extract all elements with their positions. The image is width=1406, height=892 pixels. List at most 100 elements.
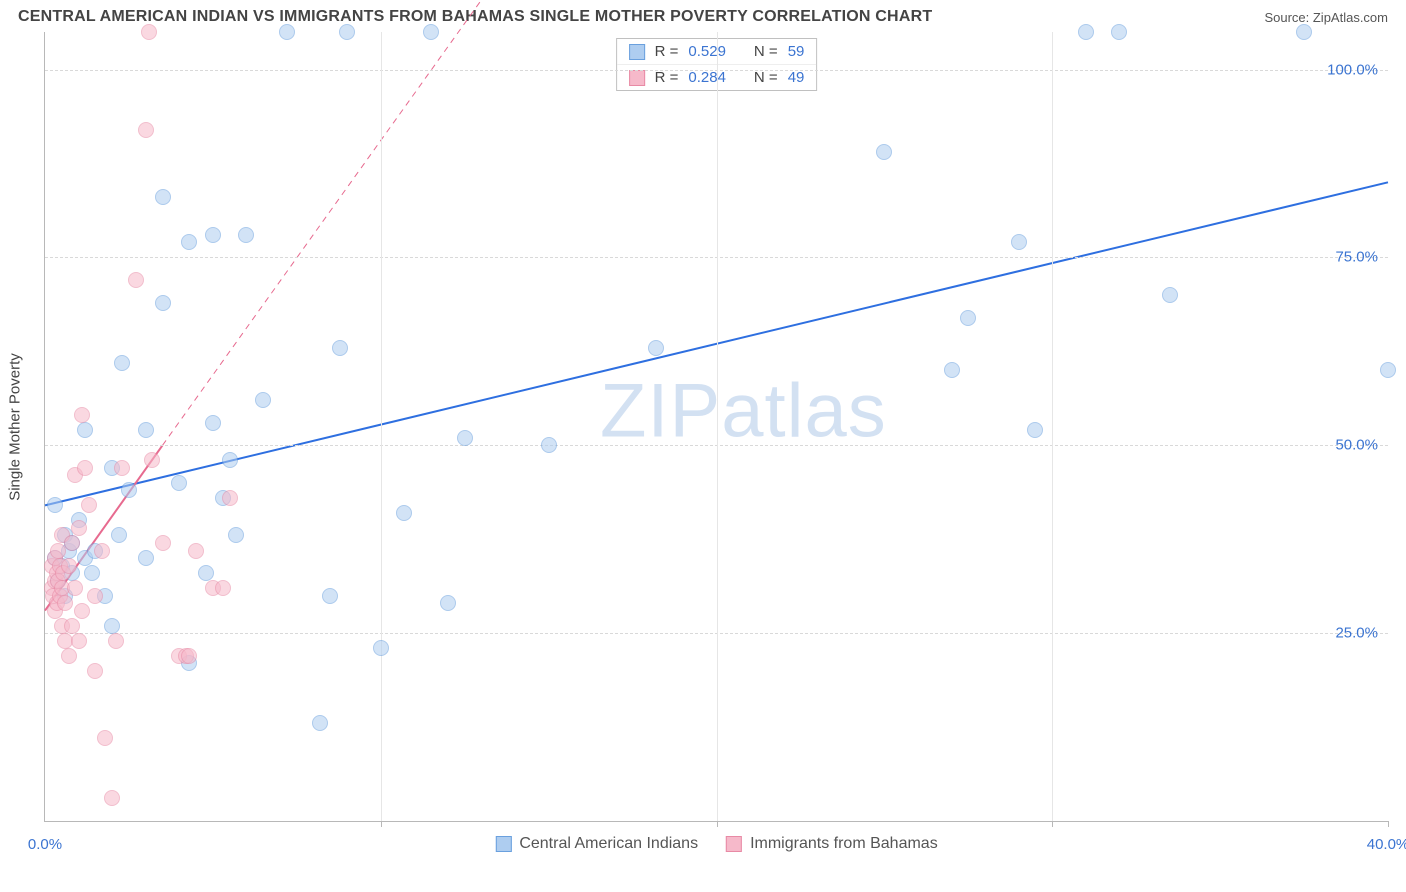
scatter-point [87,663,103,679]
legend-swatch [495,836,511,852]
r-value: 0.284 [688,69,726,86]
gridline-v [1052,32,1053,821]
scatter-point [114,460,130,476]
legend-swatch [629,70,645,86]
scatter-point [84,565,100,581]
scatter-point [64,618,80,634]
scatter-point [111,527,127,543]
scatter-point [312,715,328,731]
chart-header: CENTRAL AMERICAN INDIAN VS IMMIGRANTS FR… [0,0,1406,30]
scatter-point [440,595,456,611]
scatter-point [155,535,171,551]
scatter-point [128,272,144,288]
scatter-point [61,648,77,664]
scatter-point [61,558,77,574]
scatter-point [67,580,83,596]
n-value: 49 [788,69,805,86]
scatter-point [104,618,120,634]
scatter-point [205,227,221,243]
scatter-point [87,588,103,604]
scatter-point [1296,24,1312,40]
gridline-v [717,32,718,821]
scatter-point [181,234,197,250]
source-name: ZipAtlas.com [1313,10,1388,25]
scatter-point [138,122,154,138]
r-label: R = [655,43,679,60]
x-tick-label: 0.0% [28,836,62,853]
y-tick-label: 100.0% [1327,61,1378,78]
scatter-point [71,520,87,536]
y-tick-label: 75.0% [1335,249,1378,266]
x-tick-mark [1388,821,1389,827]
y-axis-label: Single Mother Poverty [7,353,24,501]
n-label: N = [754,43,778,60]
scatter-point [1078,24,1094,40]
scatter-point [541,437,557,453]
source-attribution: Source: ZipAtlas.com [1264,10,1388,25]
plot-area: ZIPatlas R =0.529N =59R =0.284N =49 25.0… [45,32,1388,821]
scatter-point [238,227,254,243]
scatter-point [423,24,439,40]
trend-line-extension [163,0,583,445]
scatter-point [332,340,348,356]
scatter-point [215,580,231,596]
scatter-point [121,482,137,498]
scatter-point [171,475,187,491]
scatter-point [141,24,157,40]
scatter-point [155,295,171,311]
scatter-point [138,550,154,566]
y-tick-label: 25.0% [1335,625,1378,642]
scatter-point [47,497,63,513]
series-legend-item: Central American Indians [495,835,698,853]
scatter-point [198,565,214,581]
chart-area: Single Mother Poverty ZIPatlas R =0.529N… [44,32,1388,822]
r-label: R = [655,69,679,86]
scatter-point [74,407,90,423]
scatter-point [57,595,73,611]
scatter-point [228,527,244,543]
scatter-point [1011,234,1027,250]
scatter-point [181,648,197,664]
n-label: N = [754,69,778,86]
scatter-point [104,790,120,806]
x-tick-mark [1052,821,1053,827]
legend-swatch [726,836,742,852]
scatter-point [1111,24,1127,40]
scatter-point [279,24,295,40]
scatter-point [77,460,93,476]
scatter-point [188,543,204,559]
scatter-point [94,543,110,559]
scatter-point [205,415,221,431]
scatter-point [74,603,90,619]
scatter-point [138,422,154,438]
x-tick-mark [381,821,382,827]
scatter-point [155,189,171,205]
scatter-point [77,422,93,438]
scatter-point [255,392,271,408]
scatter-point [1027,422,1043,438]
r-value: 0.529 [688,43,726,60]
scatter-point [944,362,960,378]
gridline-v [381,32,382,821]
scatter-point [960,310,976,326]
n-value: 59 [788,43,805,60]
scatter-point [457,430,473,446]
scatter-point [71,633,87,649]
legend-swatch [629,44,645,60]
scatter-point [81,497,97,513]
chart-title: CENTRAL AMERICAN INDIAN VS IMMIGRANTS FR… [18,8,932,26]
source-prefix: Source: [1264,10,1312,25]
series-legend-item: Immigrants from Bahamas [726,835,938,853]
scatter-point [373,640,389,656]
scatter-point [876,144,892,160]
scatter-point [108,633,124,649]
scatter-point [222,490,238,506]
scatter-point [222,452,238,468]
scatter-point [1380,362,1396,378]
scatter-point [64,535,80,551]
scatter-point [322,588,338,604]
scatter-point [339,24,355,40]
series-legend: Central American Indians Immigrants from … [495,835,937,853]
scatter-point [114,355,130,371]
scatter-point [144,452,160,468]
